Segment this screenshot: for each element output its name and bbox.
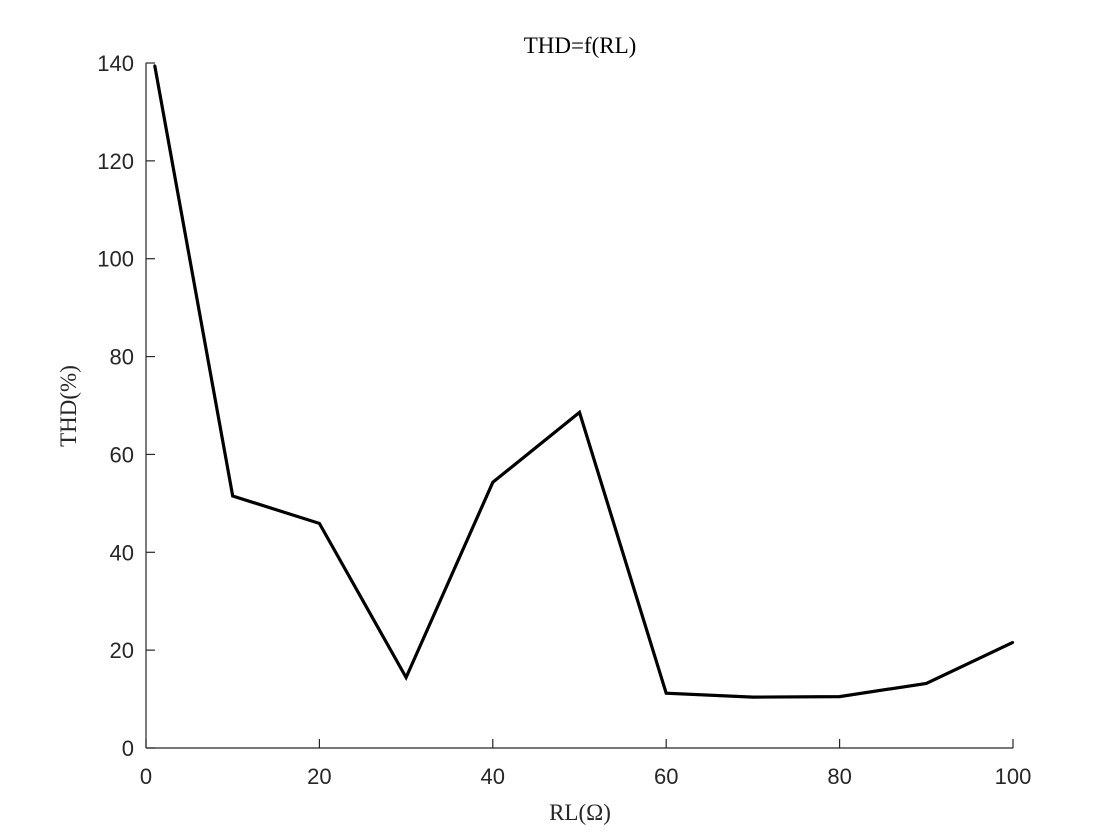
y-tick-label: 60 bbox=[110, 442, 134, 467]
data-point bbox=[838, 695, 841, 698]
y-tick-label: 140 bbox=[97, 51, 134, 76]
y-tick-label: 100 bbox=[97, 247, 134, 272]
y-tick-label: 0 bbox=[122, 736, 134, 761]
data-point bbox=[231, 494, 234, 498]
data-point bbox=[404, 676, 408, 679]
x-ticks: 0 20 40 60 80 100 bbox=[140, 739, 1031, 789]
x-tick-label: 60 bbox=[654, 764, 678, 789]
data-point bbox=[491, 481, 494, 484]
y-ticks: 0 20 40 60 80 100 120 140 bbox=[97, 51, 155, 761]
y-tick-label: 20 bbox=[110, 638, 134, 663]
axes bbox=[145, 63, 1013, 749]
x-tick-label: 100 bbox=[995, 764, 1032, 789]
y-tick-label: 120 bbox=[97, 149, 134, 174]
y-axis-label: THD(%) bbox=[56, 365, 81, 447]
x-tick-label: 80 bbox=[827, 764, 851, 789]
y-tick-label: 80 bbox=[110, 345, 134, 370]
series-line bbox=[153, 65, 1014, 699]
x-tick-label: 20 bbox=[307, 764, 331, 789]
chart-title: THD=f(RL) bbox=[524, 33, 637, 58]
data-point bbox=[751, 695, 755, 699]
y-tick-label: 40 bbox=[110, 540, 134, 565]
series-layer bbox=[153, 64, 1015, 699]
data-point bbox=[153, 64, 156, 67]
x-tick-label: 0 bbox=[140, 764, 152, 789]
data-point bbox=[665, 692, 668, 695]
x-tick-label: 40 bbox=[481, 764, 505, 789]
x-axis-label: RL(Ω) bbox=[549, 800, 611, 825]
data-point bbox=[578, 411, 581, 414]
data-point bbox=[1011, 641, 1015, 644]
data-point bbox=[318, 522, 321, 525]
data-point bbox=[925, 682, 928, 685]
